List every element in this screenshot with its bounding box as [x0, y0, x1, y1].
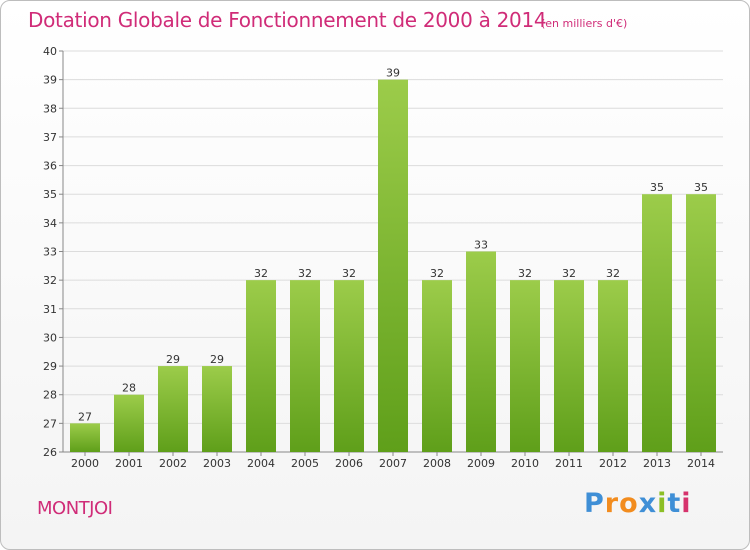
value-label: 32: [518, 267, 532, 280]
logo-letter: r: [604, 488, 620, 519]
y-tick-label: 38: [43, 102, 57, 115]
bar: [70, 423, 100, 452]
bar: [466, 251, 496, 452]
labels: 27 28 29 29 32 32 32 39 32 33 32 32 32 35 35: [78, 67, 708, 424]
bar: [642, 194, 672, 452]
bar: [686, 194, 716, 452]
x-tick-label: 2012: [599, 457, 627, 470]
y-tick-label: 33: [43, 246, 57, 259]
value-label: 32: [298, 267, 312, 280]
x-tick-label: 2004: [247, 457, 275, 470]
x-tick-label: 2005: [291, 457, 319, 470]
bar: [202, 366, 232, 452]
value-label: 33: [474, 239, 488, 252]
x-tick-label: 2013: [643, 457, 671, 470]
value-label: 32: [430, 267, 444, 280]
value-label: 28: [122, 382, 136, 395]
bar: [510, 280, 540, 452]
logo-letter: o: [619, 488, 639, 519]
y-tick-label: 29: [43, 360, 57, 373]
bar: [378, 79, 408, 453]
y-tick-label: 39: [43, 74, 57, 87]
y-tick-label: 36: [43, 160, 57, 173]
y-tick-label: 31: [43, 303, 57, 316]
x-tick-label: 2014: [687, 457, 715, 470]
bar: [290, 280, 320, 452]
value-label: 32: [562, 267, 576, 280]
y-tick-label: 26: [43, 446, 57, 459]
y-tick-label: 37: [43, 131, 57, 144]
bar: [422, 280, 452, 452]
x-tick-label: 2000: [71, 457, 99, 470]
y-tick-label: 32: [43, 274, 57, 287]
logo-letter: t: [667, 488, 682, 519]
chart-subtitle: (en milliers d'€): [541, 17, 628, 30]
y-tick-label: 30: [43, 331, 57, 344]
y-tick-label: 34: [43, 217, 57, 230]
x-tick-label: 2008: [423, 457, 451, 470]
x-tick-label: 2010: [511, 457, 539, 470]
y-tick-label: 28: [43, 389, 57, 402]
value-label: 29: [166, 353, 180, 366]
chart-title: Dotation Globale de Fonctionnement de 20…: [28, 8, 547, 32]
y-tick-label: 40: [43, 45, 57, 58]
y-tick-label: 27: [43, 417, 57, 430]
bar: [246, 280, 276, 452]
bar: [334, 280, 364, 452]
bar: [598, 280, 628, 452]
value-label: 27: [78, 410, 92, 423]
value-label: 32: [254, 267, 268, 280]
y-tick-label: 35: [43, 188, 57, 201]
value-label: 32: [342, 267, 356, 280]
proxiti-logo: Proxiti: [584, 488, 692, 519]
value-label: 32: [606, 267, 620, 280]
x-tick-label: 2009: [467, 457, 495, 470]
logo-letter: P: [584, 488, 605, 519]
place-name: MONTJOI: [37, 498, 113, 519]
logo-letter: x: [638, 488, 658, 519]
bars: [70, 79, 716, 453]
x-tick-label: 2007: [379, 457, 407, 470]
x-tick-label: 2011: [555, 457, 583, 470]
x-tick-label: 2003: [203, 457, 231, 470]
value-label: 35: [694, 181, 708, 194]
bar: [554, 280, 584, 452]
value-label: 35: [650, 181, 664, 194]
logo-letter: i: [657, 488, 668, 519]
x-tick-label: 2002: [159, 457, 187, 470]
bar: [114, 394, 144, 452]
x-tick-label: 2006: [335, 457, 363, 470]
logo-letter: i: [681, 488, 692, 519]
bar: [158, 366, 188, 452]
x-tick-label: 2001: [115, 457, 143, 470]
value-label: 29: [210, 353, 224, 366]
value-label: 39: [386, 67, 400, 80]
